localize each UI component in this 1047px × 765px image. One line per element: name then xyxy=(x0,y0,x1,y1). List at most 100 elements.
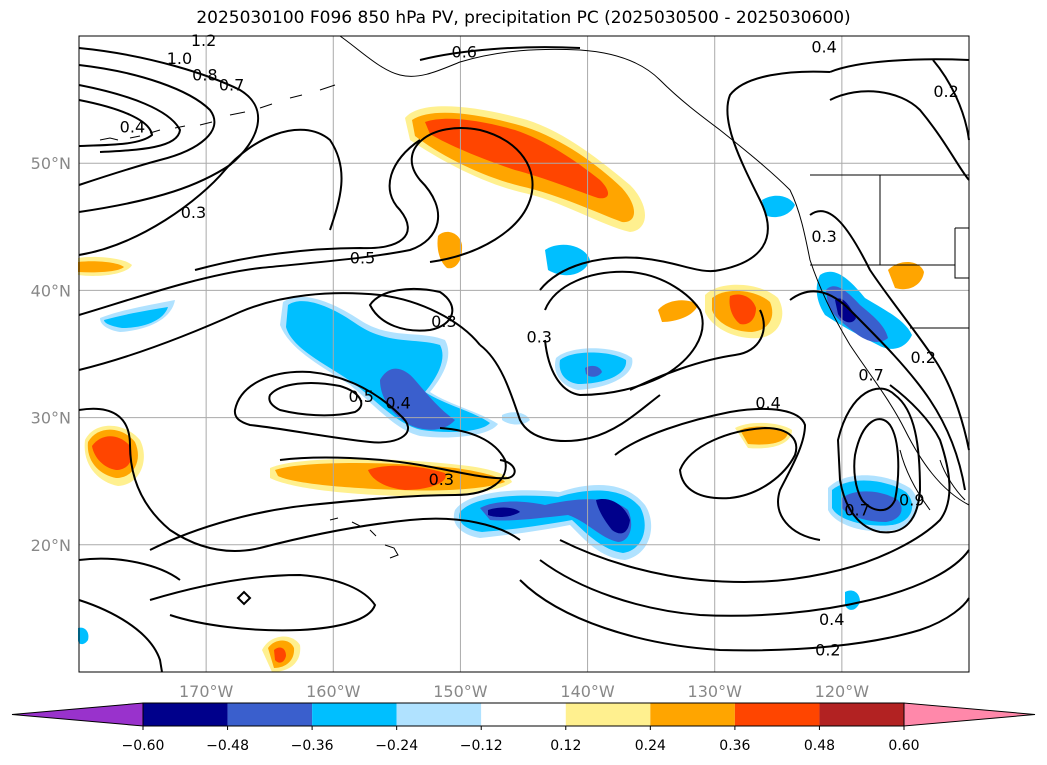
contour-label: 0.8 xyxy=(192,65,217,84)
contour-label: 0.7 xyxy=(858,366,883,385)
lon-tick-label: 160°W xyxy=(306,682,361,701)
map-title: 2025030100 F096 850 hPa PV, precipitatio… xyxy=(196,8,851,28)
contour-label: 0.4 xyxy=(811,37,836,56)
contour-line xyxy=(149,573,377,632)
lat-tick-label: 30°N xyxy=(31,409,71,428)
contour-line xyxy=(78,64,216,186)
lon-tick-label: 170°W xyxy=(179,682,234,701)
contour-line xyxy=(829,58,970,73)
colorbar-frame xyxy=(142,702,905,727)
contour-line xyxy=(479,344,661,442)
lon-tick-label: 150°W xyxy=(433,682,488,701)
contour-label: 0.2 xyxy=(815,640,840,659)
colorbar-tick-label: 0.60 xyxy=(888,738,919,754)
contour-line xyxy=(539,549,970,617)
colorbar xyxy=(11,702,1036,727)
contour-line xyxy=(419,46,581,61)
lat-tick-label: 20°N xyxy=(31,536,71,555)
contour-labels: 1.21.00.80.70.40.30.50.6 0.40.20.30.30.30… xyxy=(120,31,959,659)
contour-line xyxy=(78,99,154,147)
contour-label: 1.0 xyxy=(167,49,192,68)
contour-label: 0.7 xyxy=(219,76,244,95)
latitude-labels: 20°N 30°N 40°N 50°N xyxy=(31,154,71,555)
colorbar-tick-labels: −0.60 −0.48 −0.36 −0.24 −0.12 0.12 0.24 0.36 0.4… xyxy=(122,726,920,754)
contour-label: 0.5 xyxy=(349,387,374,406)
contour-line xyxy=(519,579,970,652)
aleutian-islands xyxy=(99,84,336,141)
contour-line xyxy=(932,59,970,141)
contour-line xyxy=(78,407,521,552)
contour-label: 0.3 xyxy=(431,312,456,331)
colorbar-segment xyxy=(734,703,820,726)
colorbar-tick-label: −0.24 xyxy=(375,738,418,754)
contour-label: 0.5 xyxy=(350,249,375,268)
colorbar-segment xyxy=(312,703,397,726)
contour-label: 0.7 xyxy=(844,500,869,519)
colorbar-tick-label: −0.48 xyxy=(206,738,249,754)
contour-label: 0.2 xyxy=(933,82,958,101)
colorbar-tick-label: −0.12 xyxy=(460,738,503,754)
lat-tick-label: 50°N xyxy=(31,154,71,173)
colorbar-segment xyxy=(650,703,735,726)
contour-line xyxy=(539,70,831,291)
graticule xyxy=(79,36,969,672)
contour-line xyxy=(809,210,970,451)
contour-line xyxy=(544,270,704,397)
contour-label: 0.4 xyxy=(385,394,410,413)
colorbar-tick-label: −0.36 xyxy=(291,738,334,754)
hawaii-islands xyxy=(329,517,399,559)
contour-line xyxy=(149,427,507,551)
colorbar-segment xyxy=(143,703,228,726)
contour-line xyxy=(678,426,798,500)
contour-line xyxy=(78,292,481,371)
colorbar-segment xyxy=(819,703,904,726)
coastlines xyxy=(99,35,970,559)
contour-line xyxy=(78,47,259,213)
map-frame xyxy=(78,35,970,673)
contour-line xyxy=(629,309,765,391)
contour-line xyxy=(78,599,163,673)
contour-line xyxy=(279,456,516,480)
alaska-coast xyxy=(339,35,970,506)
contour-line xyxy=(78,127,534,316)
contour-line xyxy=(78,84,182,153)
baja-coast xyxy=(899,449,966,511)
contour-line xyxy=(368,287,454,332)
contour-label: 1.2 xyxy=(191,31,216,50)
contour-label: 0.4 xyxy=(755,394,780,413)
colorbar-segment xyxy=(481,703,566,726)
colorbar-tick-label: 0.24 xyxy=(635,738,666,754)
contour-label: 0.6 xyxy=(452,43,477,62)
colorbar-tick-label: 0.48 xyxy=(804,738,835,754)
contour-label: 0.3 xyxy=(429,470,454,489)
contour-line xyxy=(836,387,922,534)
contour-line xyxy=(268,382,363,417)
longitude-labels: 170°W 160°W 150°W 140°W 130°W 120°W xyxy=(179,682,869,701)
colorbar-segment xyxy=(396,703,482,726)
lon-tick-label: 130°W xyxy=(688,682,743,701)
contour-line xyxy=(194,139,421,271)
contour-line xyxy=(78,128,343,256)
colorbar-segment xyxy=(565,703,651,726)
contour-label: 0.3 xyxy=(811,227,836,246)
lon-tick-label: 120°W xyxy=(815,682,870,701)
lon-tick-label: 140°W xyxy=(560,682,615,701)
contour-line xyxy=(559,384,951,583)
map-panel: 1.21.00.80.70.40.30.50.6 0.40.20.30.30.30… xyxy=(78,31,970,673)
contour-label: 0.4 xyxy=(120,118,145,137)
colorbar-tick-label: 0.12 xyxy=(550,738,581,754)
contour-line xyxy=(829,90,970,181)
political-borders xyxy=(810,174,969,329)
contour-line xyxy=(789,290,966,491)
contour-label: 0.3 xyxy=(181,203,206,222)
contour-label: 0.9 xyxy=(899,490,924,509)
contour-label: 0.3 xyxy=(527,327,552,346)
pv-contours xyxy=(78,46,970,673)
contour-label: 0.2 xyxy=(911,348,936,367)
contour-line xyxy=(233,370,409,444)
colorbar-segment xyxy=(227,703,313,726)
colorbar-extend-min xyxy=(11,702,144,727)
contour-line xyxy=(236,590,252,606)
colorbar-tick-label: −0.60 xyxy=(122,738,165,754)
